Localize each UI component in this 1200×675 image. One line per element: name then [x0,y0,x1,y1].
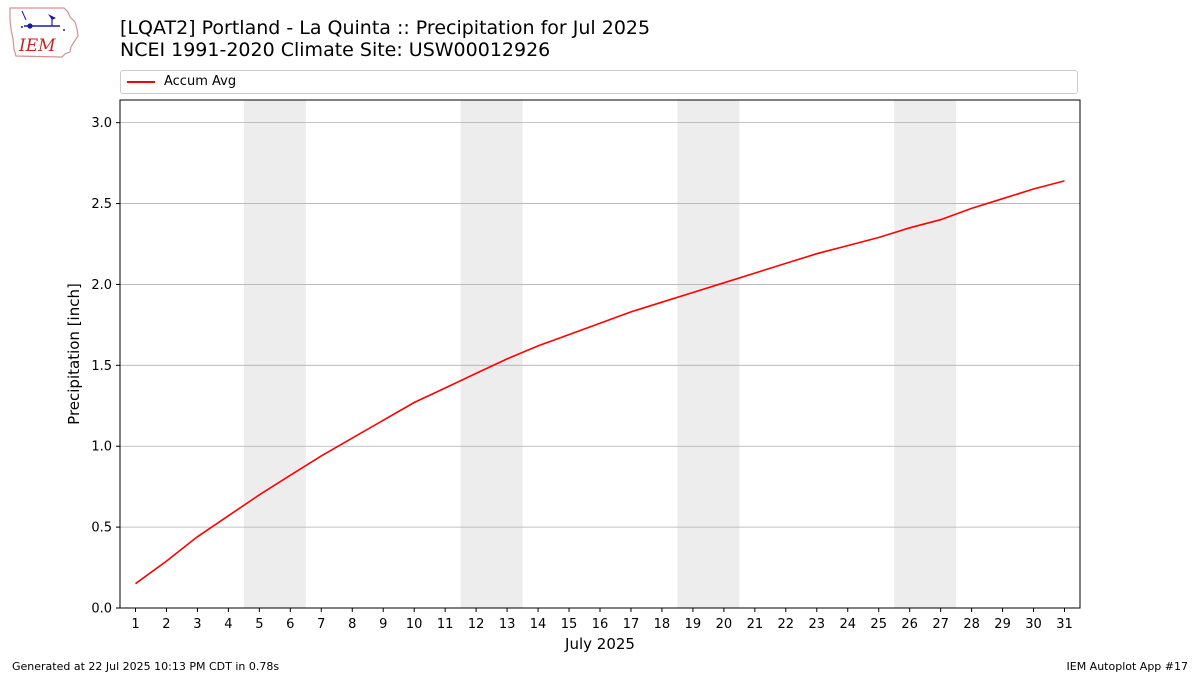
x-tick-label: 19 [685,617,702,632]
iem-logo-icon: IEM [9,7,79,58]
y-tick-label: 3.0 [91,116,112,131]
x-tick-label: 21 [747,617,764,632]
x-tick-label: 7 [317,617,325,632]
x-tick-label: 11 [437,617,454,632]
y-tick-label: 0.0 [91,602,112,617]
x-tick-label: 30 [1025,617,1042,632]
x-tick-label: 24 [839,617,856,632]
weekend-band [677,100,740,608]
y-tick-label: 2.5 [91,197,112,212]
chart-subtitle: NCEI 1991-2020 Climate Site: USW00012926 [120,39,551,61]
x-tick-label: 20 [716,617,733,632]
y-axis-label: Precipitation [inch] [65,283,83,425]
x-tick-label: 28 [963,617,980,632]
y-tick-label: 1.5 [91,359,112,374]
chart-legend: Accum Avg [120,70,1078,94]
legend-swatch [127,81,155,83]
x-tick-label: 26 [901,617,918,632]
x-tick-label: 3 [193,617,201,632]
logo-text: IEM [18,36,56,56]
x-tick-label: 8 [348,617,356,632]
x-axis-label: July 2025 [564,635,635,653]
x-tick-label: 2 [162,617,170,632]
x-tick-label: 27 [932,617,949,632]
x-tick-label: 13 [499,617,516,632]
x-tick-label: 6 [286,617,294,632]
footer-generated: Generated at 22 Jul 2025 10:13 PM CDT in… [12,660,280,673]
x-tick-label: 17 [623,617,640,632]
y-tick-label: 0.5 [91,521,112,536]
y-tick-label: 1.0 [91,440,112,455]
x-tick-label: 4 [224,617,232,632]
x-tick-label: 10 [406,617,423,632]
x-tick-label: 25 [870,617,887,632]
weekend-band [460,100,523,608]
weekend-band [243,100,306,608]
x-tick-label: 5 [255,617,263,632]
weekend-band [894,100,957,608]
legend-label: Accum Avg [164,74,237,89]
y-tick-label: 2.0 [91,278,112,293]
x-tick-label: 1 [131,617,139,632]
x-tick-label: 12 [468,617,485,632]
x-tick-label: 22 [778,617,795,632]
x-tick-label: 9 [379,617,387,632]
x-tick-label: 15 [561,617,578,632]
x-tick-label: 23 [809,617,826,632]
x-tick-label: 29 [994,617,1011,632]
series-line-accum-avg [135,180,1065,585]
x-tick-label: 18 [654,617,671,632]
chart-title: [LQAT2] Portland - La Quinta :: Precipit… [120,17,651,39]
footer-app: IEM Autoplot App #17 [1066,660,1189,673]
x-tick-label: 31 [1056,617,1073,632]
x-tick-label: 14 [530,617,547,632]
x-tick-label: 16 [592,617,609,632]
